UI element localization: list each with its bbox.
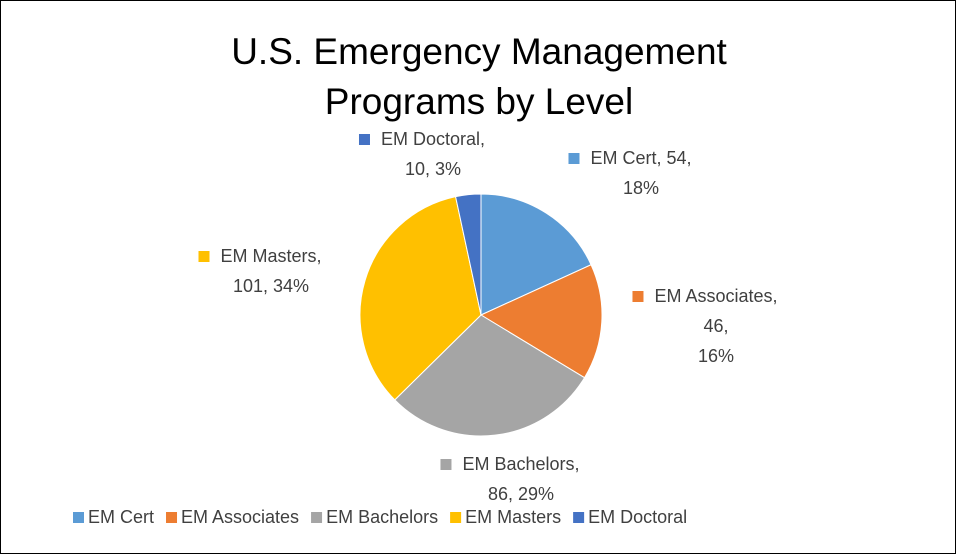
chart-title: U.S. Emergency Management Programs by Le… [231, 31, 727, 122]
data-label: 16% [698, 346, 734, 366]
pie-slice [394, 314, 586, 437]
data-label: EM Cert, 54, [590, 148, 691, 168]
data-label: EM Masters, [220, 246, 321, 266]
data-label-key [358, 134, 370, 145]
data-label-key [440, 459, 452, 470]
data-label: EM Doctoral, [381, 129, 485, 149]
data-label: 101, 34% [233, 276, 309, 296]
pie-slice [479, 264, 603, 379]
pie-slice [359, 196, 482, 401]
legend-label: EM Doctoral [588, 507, 687, 527]
legend-label: EM Bachelors [326, 507, 438, 527]
data-label: 10, 3% [405, 159, 461, 179]
data-label-key [632, 291, 644, 302]
legend-key [73, 512, 84, 523]
legend-key [311, 512, 323, 523]
legend-key [450, 512, 462, 523]
legend-key [573, 512, 585, 523]
legend-label: EM Associates [181, 507, 299, 527]
data-label: 18% [623, 178, 659, 198]
legend-label: EM Cert [88, 507, 154, 527]
legend-label: EM Masters [465, 507, 561, 527]
data-label: 46, [703, 316, 728, 336]
data-label: 86, 29% [488, 484, 554, 504]
data-label-key [568, 153, 580, 164]
data-label-key [198, 251, 210, 262]
legend-key [166, 512, 178, 523]
data-label: EM Bachelors, [462, 454, 579, 474]
data-label: EM Associates, [654, 286, 777, 306]
pie-slice [454, 193, 482, 316]
pie-slice [480, 193, 592, 316]
